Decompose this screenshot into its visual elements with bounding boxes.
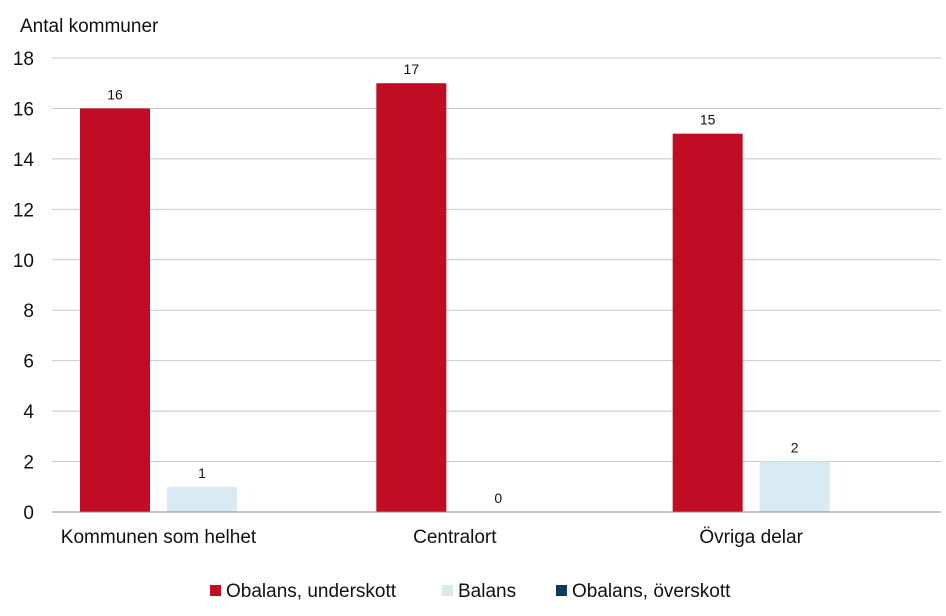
legend: Obalans, underskott Balans Obalans, översk… (210, 581, 731, 602)
y-tick-label: 16 (13, 99, 34, 120)
legend-label: Obalans, överskott (572, 581, 731, 602)
y-tick-label: 8 (23, 301, 34, 322)
y-tick-label: 6 (23, 352, 34, 373)
category-label: Centralort (413, 527, 497, 548)
data-labels: 16 1 17 0 15 2 (107, 61, 799, 506)
legend-label: Balans (458, 581, 516, 602)
category-label: Övriga delar (699, 527, 803, 548)
bars (80, 83, 830, 512)
category-label: Kommunen som helhet (61, 527, 257, 548)
y-tick-label: 4 (23, 402, 34, 423)
data-label: 15 (700, 112, 716, 128)
legend-swatch (556, 585, 567, 596)
data-label: 0 (494, 490, 502, 506)
category-labels: Kommunen som helhet Centralort Övriga dela… (61, 527, 804, 548)
y-tick-labels: 0 2 4 6 8 10 12 14 16 18 (13, 49, 35, 524)
bar-1-3 (672, 133, 743, 512)
legend-swatch (210, 585, 221, 596)
bar-1-1 (80, 108, 150, 512)
y-tick-label: 14 (13, 150, 35, 171)
bar-2-1 (167, 486, 237, 512)
y-tick-label: 18 (13, 49, 34, 70)
y-tick-label: 0 (23, 503, 34, 524)
bar-1-2 (376, 83, 447, 512)
legend-label: Obalans, underskott (226, 581, 397, 602)
gridlines (52, 57, 941, 463)
data-label: 17 (404, 61, 420, 77)
y-tick-label: 2 (23, 453, 34, 474)
y-tick-label: 10 (13, 251, 34, 272)
data-label: 16 (107, 86, 123, 102)
legend-swatch (442, 585, 453, 596)
bar-2-3 (759, 461, 830, 512)
y-tick-label: 12 (13, 200, 34, 221)
data-label: 1 (198, 465, 206, 481)
y-axis-label: Antal kommuner (20, 16, 159, 37)
data-label: 2 (791, 440, 799, 456)
